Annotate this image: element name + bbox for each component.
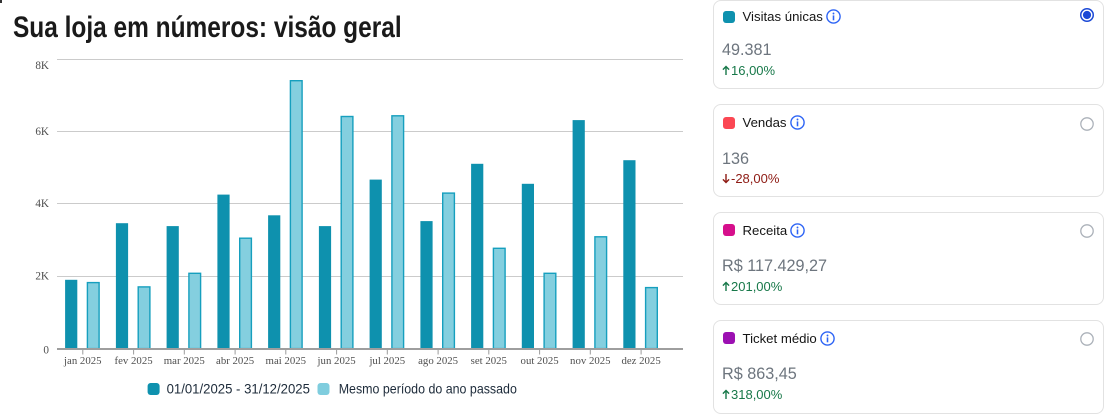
svg-text:fev 2025: fev 2025 [115, 355, 153, 367]
svg-text:jun 2025: jun 2025 [317, 355, 356, 367]
svg-text:abr 2025: abr 2025 [216, 355, 254, 367]
svg-text:4K: 4K [35, 198, 49, 210]
svg-text:6K: 6K [35, 126, 49, 138]
svg-text:jul 2025: jul 2025 [368, 355, 405, 367]
svg-text:nov 2025: nov 2025 [570, 355, 611, 367]
svg-text:0: 0 [43, 344, 49, 356]
svg-text:out 2025: out 2025 [521, 355, 559, 367]
svg-text:Mesmo período do ano passado: Mesmo período do ano passado [339, 381, 517, 397]
svg-text:01/01/2025 - 31/12/2025: 01/01/2025 - 31/12/2025 [167, 381, 311, 397]
svg-text:set 2025: set 2025 [471, 355, 507, 367]
svg-text:mai 2025: mai 2025 [266, 355, 306, 367]
svg-text:2K: 2K [35, 270, 49, 282]
svg-text:8K: 8K [35, 60, 49, 72]
svg-text:ago 2025: ago 2025 [418, 355, 458, 367]
svg-text:mar 2025: mar 2025 [164, 355, 205, 367]
svg-text:jan 2025: jan 2025 [63, 355, 101, 367]
svg-text:dez 2025: dez 2025 [621, 355, 660, 367]
